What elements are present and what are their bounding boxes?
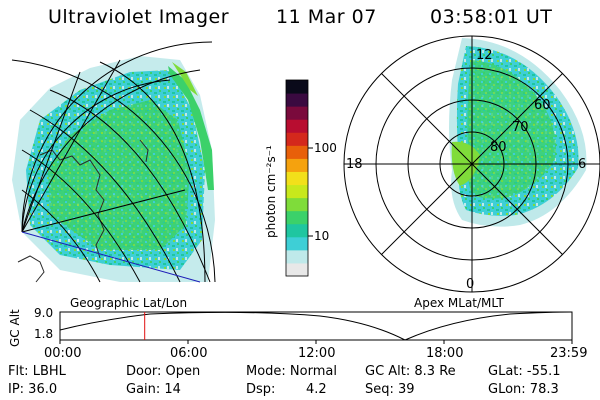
altitude-plot bbox=[59, 311, 573, 344]
colorbar-segment bbox=[286, 158, 308, 172]
apex-caption: Apex MLat/MLT bbox=[414, 296, 504, 310]
coastline-outline bbox=[17, 139, 149, 283]
colorbar-segment bbox=[286, 119, 308, 133]
door-status: Door: Open bbox=[126, 364, 201, 379]
glon-status: GLon: 78.3 bbox=[488, 382, 559, 397]
instrument-title: Ultraviolet Imager bbox=[48, 6, 230, 28]
time-tick-label: 06:00 bbox=[170, 346, 208, 361]
alt-max-label: 9.0 bbox=[34, 306, 54, 320]
polar-grid bbox=[343, 35, 600, 293]
alt-min-label: 1.8 bbox=[34, 327, 54, 341]
gc-alt-status: GC Alt: 8.3 Re bbox=[365, 364, 456, 379]
colorbar-segment bbox=[286, 145, 308, 159]
mlt-0-label: 0 bbox=[466, 277, 475, 292]
geographic-caption: Geographic Lat/Lon bbox=[70, 296, 188, 310]
mlat-60-label: 60 bbox=[534, 98, 551, 113]
mlt-18-label: 18 bbox=[346, 157, 363, 172]
colorbar-segment bbox=[286, 93, 308, 107]
mlat-80-label: 80 bbox=[490, 140, 507, 155]
color-scale-bar bbox=[286, 80, 308, 277]
time-label: 03:58:01 UT bbox=[430, 6, 553, 28]
filter-status: Flt: LBHL bbox=[8, 364, 66, 379]
colorbar-segment bbox=[286, 184, 308, 199]
colorbar-unit-label: photon cm⁻²s⁻¹ bbox=[264, 145, 278, 238]
colorbar-segment bbox=[286, 197, 308, 212]
geographic-image bbox=[12, 56, 215, 282]
mlt-6-label: 6 bbox=[578, 157, 587, 172]
seq-status: Seq: 39 bbox=[365, 382, 415, 397]
colorbar-segment bbox=[286, 106, 308, 120]
mode-status: Mode: Normal bbox=[246, 364, 337, 379]
colorbar-segment bbox=[286, 223, 308, 238]
mlt-12-label: 12 bbox=[476, 48, 493, 63]
colorbar-segment bbox=[286, 210, 308, 225]
colorbar-segment bbox=[286, 262, 308, 277]
mlat-70-label: 70 bbox=[512, 120, 529, 135]
colorbar-segment bbox=[286, 236, 308, 251]
earth-limb bbox=[99, 61, 206, 283]
gain-status: Gain: 14 bbox=[126, 382, 181, 397]
dsp-value: 4.2 bbox=[306, 382, 327, 397]
time-tick-label: 18:00 bbox=[426, 346, 464, 361]
colorbar-segment bbox=[286, 249, 308, 264]
glat-status: GLat: -55.1 bbox=[488, 364, 561, 379]
time-tick-label: 12:00 bbox=[298, 346, 336, 361]
colorbar-tick-10: 10 bbox=[314, 229, 330, 243]
colorbar-tick-100: 100 bbox=[314, 141, 337, 155]
colorbar-segment bbox=[286, 171, 308, 186]
dsp-label: Dsp: bbox=[246, 382, 276, 397]
colorbar-segment bbox=[286, 80, 308, 94]
colorbar-segment bbox=[286, 132, 308, 146]
date-label: 11 Mar 07 bbox=[276, 6, 377, 28]
ip-status: IP: 36.0 bbox=[8, 382, 58, 397]
geographic-grid bbox=[11, 41, 216, 283]
time-tick-label: 00:00 bbox=[44, 346, 82, 361]
time-tick-label: 23:59 bbox=[550, 346, 588, 361]
gc-alt-axis-label: GC Alt bbox=[8, 309, 22, 347]
